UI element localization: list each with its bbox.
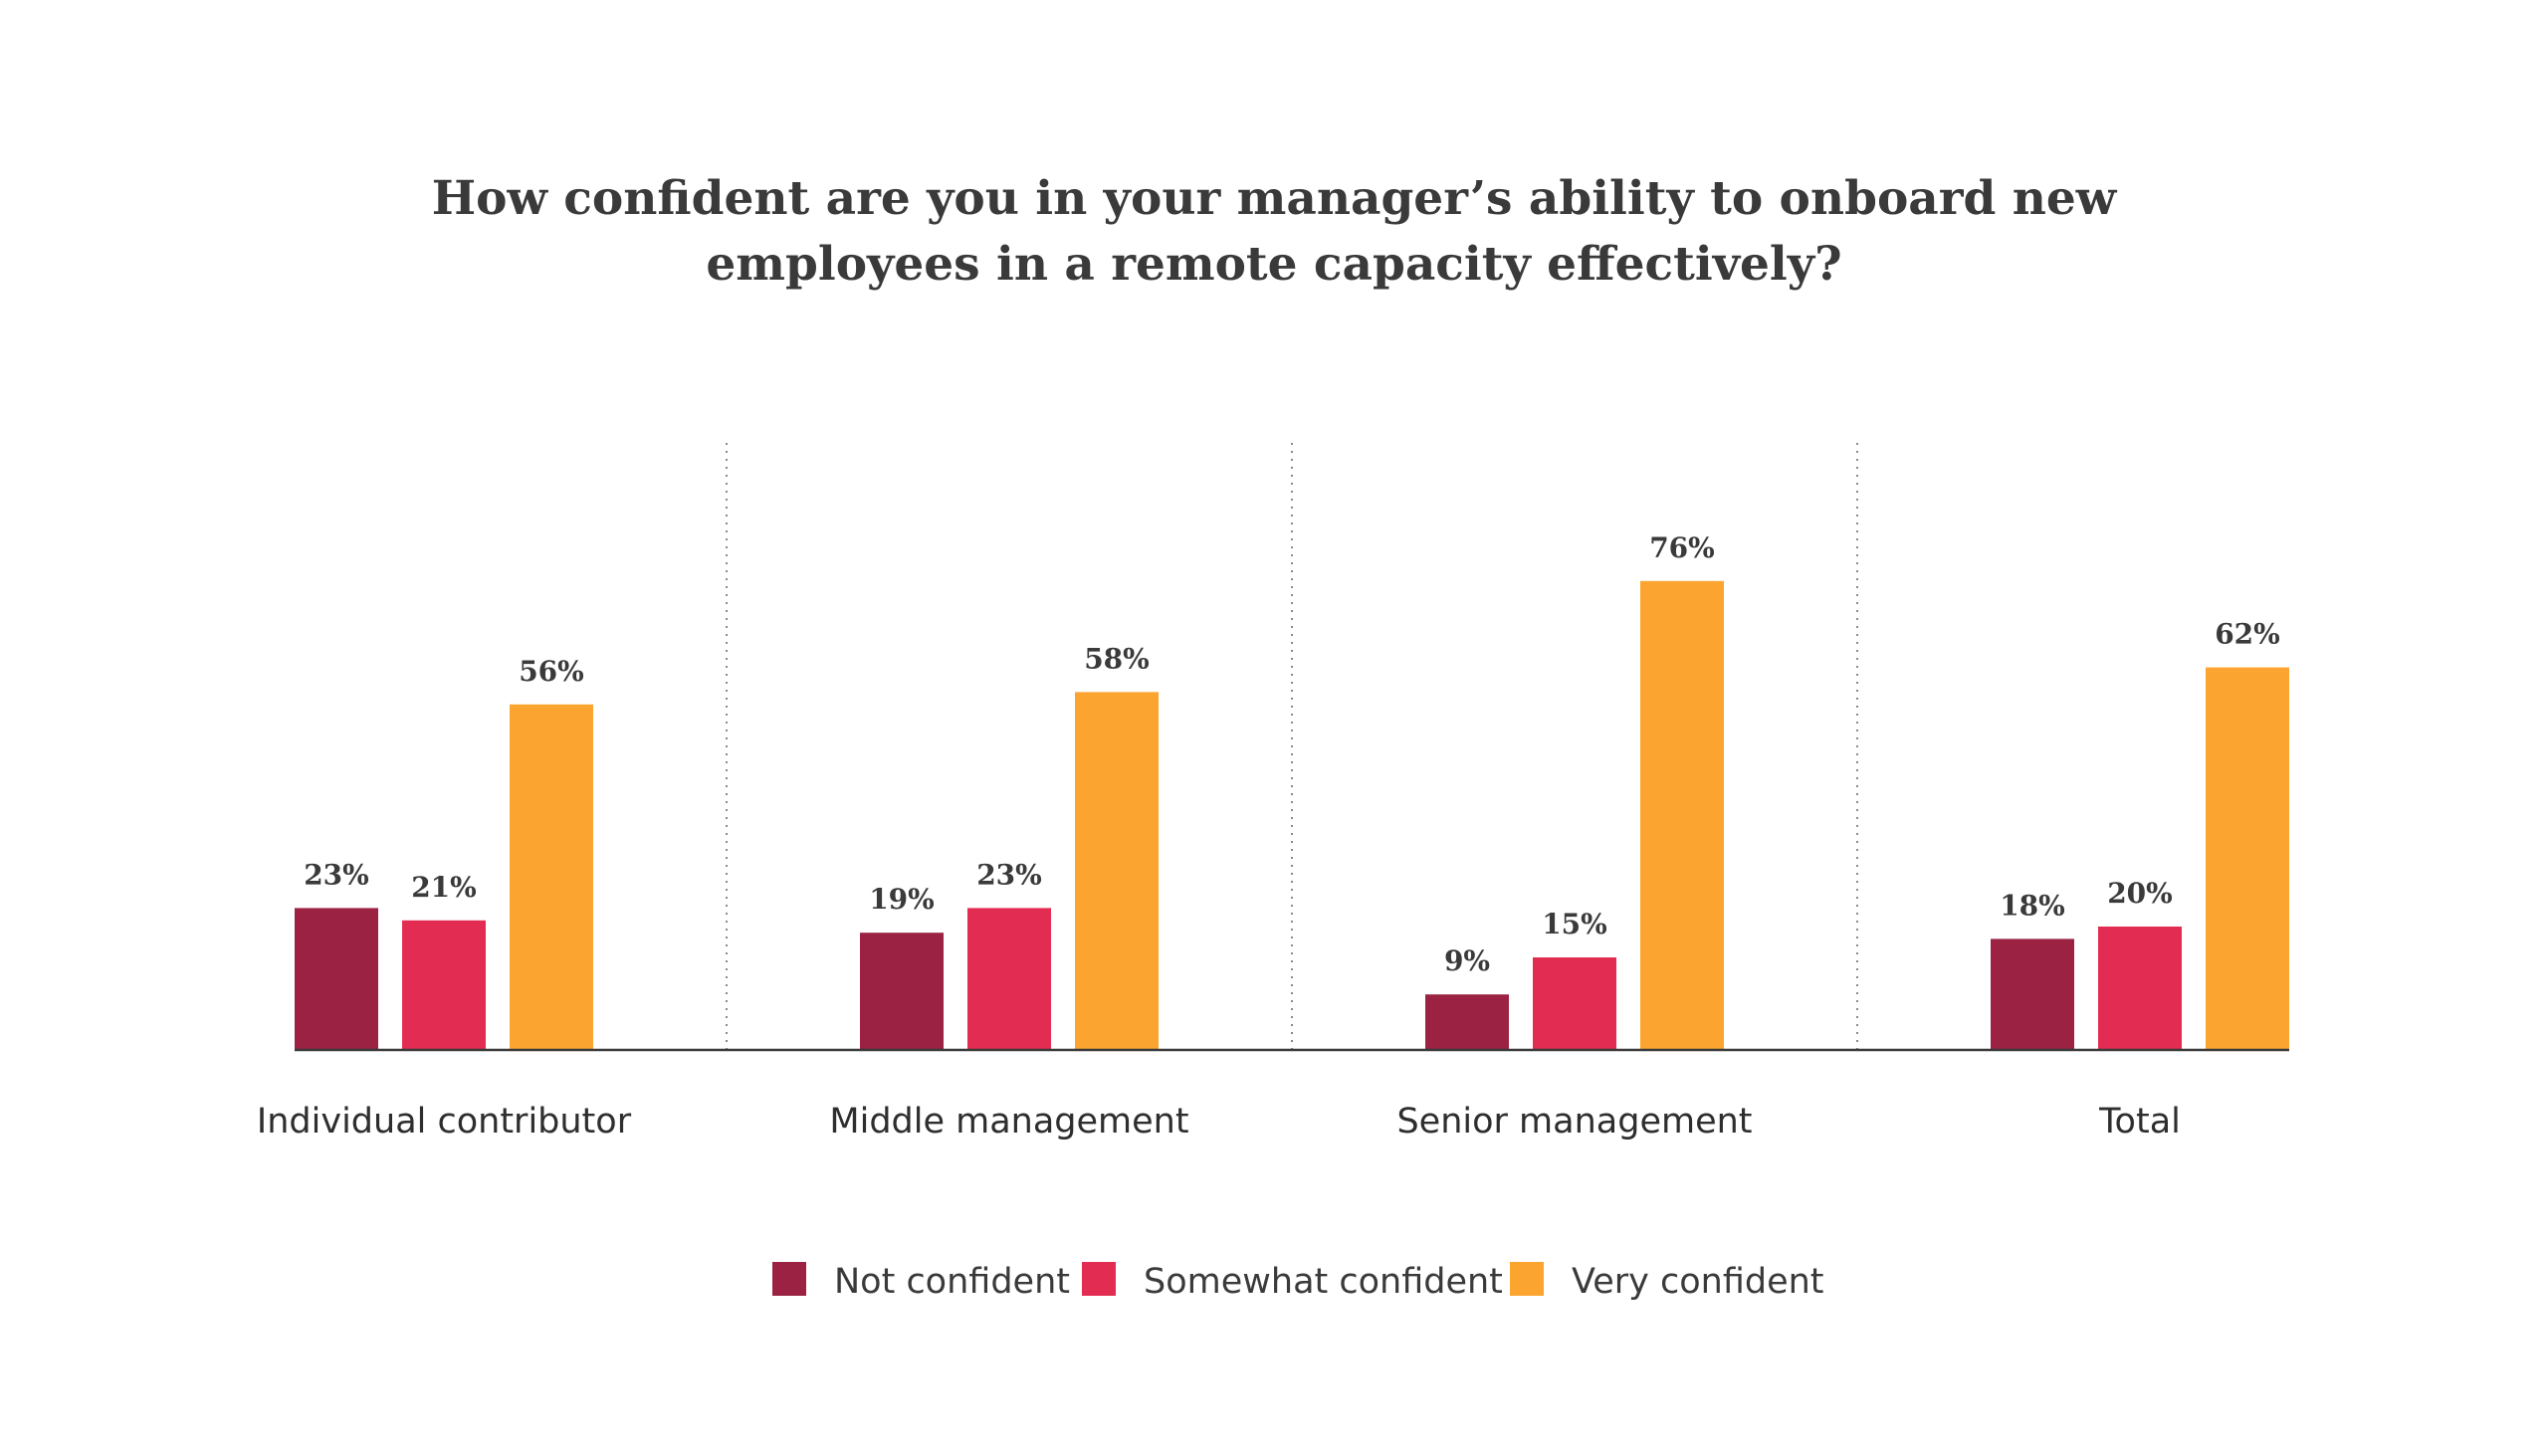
bar-individual-contributor-very-confident xyxy=(510,705,593,1050)
value-label: 19% xyxy=(869,883,935,916)
legend-label-somewhat-confident: Somewhat confident xyxy=(1144,1262,1503,1302)
category-label: Total xyxy=(2098,1102,2181,1142)
legend-swatch-very-confident xyxy=(1510,1262,1544,1296)
plot-area: 23% 21% 56% Individual contributor 19% 23% 58%… xyxy=(257,443,2289,1142)
value-label: 9% xyxy=(1444,944,1490,977)
value-label: 18% xyxy=(2000,889,2065,922)
bar-middle-management-not-confident xyxy=(860,933,944,1050)
chart-title-line-2: employees in a remote capacity effective… xyxy=(706,237,1841,292)
bar-middle-management-very-confident xyxy=(1075,692,1159,1050)
legend-swatch-not-confident xyxy=(772,1262,806,1296)
bar-senior-management-somewhat-confident xyxy=(1533,957,1616,1050)
legend: Not confident Somewhat confident Very conf… xyxy=(772,1262,1824,1302)
category-label: Individual contributor xyxy=(257,1102,632,1142)
value-label: 23% xyxy=(976,858,1042,891)
legend-label-very-confident: Very confident xyxy=(1572,1262,1824,1302)
value-label: 20% xyxy=(2107,877,2173,910)
bar-middle-management-somewhat-confident xyxy=(967,908,1051,1050)
value-label: 62% xyxy=(2215,618,2280,651)
bar-individual-contributor-not-confident xyxy=(295,908,378,1050)
bar-total-very-confident xyxy=(2206,668,2289,1050)
chart-title-line-1: How confident are you in your manager’s … xyxy=(432,171,2118,226)
legend-swatch-somewhat-confident xyxy=(1082,1262,1116,1296)
value-label: 58% xyxy=(1084,642,1150,675)
bar-total-not-confident xyxy=(1991,938,2074,1050)
bar-senior-management-not-confident xyxy=(1425,994,1509,1050)
value-label: 56% xyxy=(519,655,584,688)
category-label: Middle management xyxy=(829,1102,1188,1142)
bar-senior-management-very-confident xyxy=(1640,581,1724,1050)
value-label: 21% xyxy=(411,871,477,904)
value-label: 76% xyxy=(1649,531,1715,564)
legend-label-not-confident: Not confident xyxy=(834,1262,1070,1302)
value-label: 23% xyxy=(304,858,369,891)
bar-individual-contributor-somewhat-confident xyxy=(402,921,486,1050)
category-label: Senior management xyxy=(1396,1102,1752,1142)
value-label: 15% xyxy=(1542,908,1607,940)
bar-total-somewhat-confident xyxy=(2098,927,2182,1050)
